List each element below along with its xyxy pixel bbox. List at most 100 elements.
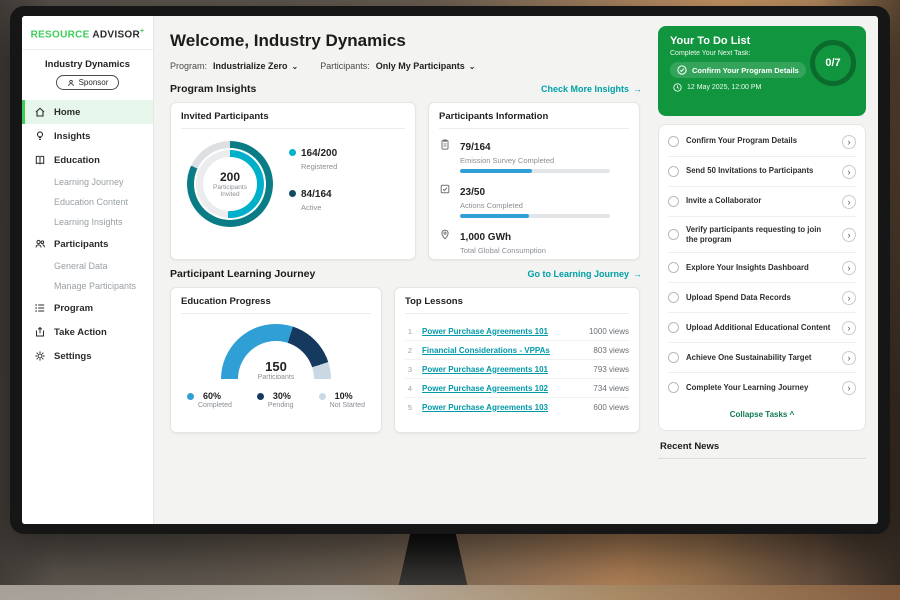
- lightbulb-icon: [34, 130, 46, 142]
- participants-filter-label: Participants:: [320, 61, 370, 71]
- task-checkbox[interactable]: [668, 292, 679, 304]
- todo-next-task[interactable]: Confirm Your Program Details: [670, 62, 806, 78]
- invited-participants-card: Invited Participants 200 Participants In…: [170, 102, 416, 260]
- lesson-link[interactable]: Power Purchase Agreements 102: [422, 383, 548, 393]
- sidebar-item-take-action[interactable]: Take Action: [22, 320, 153, 344]
- sidebar-item-education-content[interactable]: Education Content: [54, 197, 129, 208]
- lesson-row: 3 Power Purchase Agreements 101 793 view…: [405, 360, 629, 379]
- sidebar-item-general-data[interactable]: General Data: [54, 261, 108, 272]
- sidebar-item-education[interactable]: Education: [22, 148, 153, 172]
- legend-dot: [318, 392, 326, 400]
- recent-news-heading: Recent News: [658, 441, 866, 460]
- app-logo: RESOURCE ADVISOR+: [22, 28, 153, 51]
- legend-value: 84/164: [301, 189, 332, 200]
- task-label: Explore Your Insights Dashboard: [686, 262, 809, 272]
- sidebar-item-label: Education: [54, 154, 100, 166]
- logo-text-advisor: ADVISOR: [92, 29, 141, 41]
- lesson-rank: 4: [407, 383, 413, 393]
- invited-participants-donut: 200 Participants Invited: [187, 141, 273, 227]
- clock-icon: [673, 83, 682, 92]
- donut-center: 200 Participants Invited: [203, 157, 257, 211]
- todo-task[interactable]: Send 50 Invitations to Participants ›: [668, 157, 856, 187]
- task-checkbox[interactable]: [668, 322, 679, 334]
- monitor-stand: [398, 532, 468, 588]
- sidebar-item-label: Take Action: [54, 326, 107, 338]
- task-checkbox[interactable]: [668, 196, 679, 207]
- chevron-down-icon: ⌄: [468, 61, 476, 71]
- chevron-right-icon[interactable]: ›: [842, 227, 856, 242]
- legend-label: Registered: [301, 162, 338, 171]
- todo-task[interactable]: Upload Additional Educational Content ›: [668, 313, 856, 344]
- lesson-views: 734 views: [593, 383, 629, 393]
- sidebar: RESOURCE ADVISOR+ Industry Dynamics Spon…: [22, 16, 154, 524]
- task-label: Upload Additional Educational Content: [686, 322, 831, 332]
- todo-task[interactable]: Invite a Collaborator ›: [668, 187, 856, 217]
- chevron-right-icon[interactable]: ›: [842, 194, 856, 209]
- chevron-right-icon[interactable]: ›: [842, 320, 856, 335]
- chevron-right-icon[interactable]: ›: [842, 290, 856, 305]
- gauge-value: 150: [265, 359, 287, 374]
- progress-fill: [460, 214, 529, 218]
- todo-task[interactable]: Upload Spend Data Records ›: [668, 283, 856, 314]
- legend-value: 30%: [272, 391, 291, 401]
- task-label: Complete Your Learning Journey: [686, 382, 809, 392]
- education-progress-gauge: 150 Participants: [221, 324, 331, 379]
- sidebar-item-settings[interactable]: Settings: [22, 344, 153, 368]
- chevron-right-icon[interactable]: ›: [842, 350, 856, 365]
- legend-item-completed: 60% Completed: [187, 391, 232, 409]
- todo-progress-count: 0/7: [825, 57, 841, 69]
- legend-dot: [187, 392, 194, 400]
- task-checkbox[interactable]: [668, 229, 679, 241]
- legend-label: Completed: [198, 402, 232, 409]
- section-title-learning-journey: Participant Learning Journey: [170, 268, 316, 280]
- stat-value: 23/50: [460, 187, 486, 198]
- program-dropdown[interactable]: Industrialize Zero ⌄: [213, 61, 298, 71]
- todo-task[interactable]: Explore Your Insights Dashboard ›: [668, 253, 856, 284]
- todo-task[interactable]: Verify participants requesting to join t…: [668, 217, 856, 254]
- gauge-legend: 60% Completed 30% Pending 10% Not Starte…: [181, 379, 371, 409]
- sidebar-item-learning-insights[interactable]: Learning Insights: [54, 217, 123, 228]
- sidebar-item-manage-participants[interactable]: Manage Participants: [54, 281, 137, 292]
- legend-item-active: 84/164 Active: [289, 184, 337, 212]
- program-filter-label: Program:: [170, 61, 208, 71]
- lesson-link[interactable]: Power Purchase Agreements 101: [422, 364, 548, 374]
- chevron-right-icon[interactable]: ›: [842, 164, 856, 179]
- task-checkbox[interactable]: [668, 382, 679, 394]
- sidebar-item-home[interactable]: Home: [22, 100, 153, 125]
- sidebar-item-program[interactable]: Program: [22, 296, 153, 320]
- task-label: Confirm Your Program Details: [686, 136, 798, 146]
- participants-dropdown[interactable]: Only My Participants ⌄: [376, 61, 476, 71]
- gauge-center: 150 Participants: [221, 359, 331, 379]
- check-more-insights-link[interactable]: Check More Insights →: [541, 84, 642, 94]
- card-title: Education Progress: [181, 296, 371, 314]
- participants-information-card: Participants Information 79/164 Emission…: [428, 102, 640, 260]
- sidebar-item-learning-journey[interactable]: Learning Journey: [54, 177, 124, 188]
- chevron-right-icon[interactable]: ›: [842, 260, 856, 275]
- lesson-link[interactable]: Power Purchase Agreements 101: [422, 326, 548, 336]
- task-checkbox[interactable]: [668, 262, 679, 274]
- go-to-learning-journey-link[interactable]: Go to Learning Journey →: [527, 269, 642, 279]
- todo-list-card: Confirm Your Program Details › Send 50 I…: [658, 124, 866, 432]
- app-window: RESOURCE ADVISOR+ Industry Dynamics Spon…: [22, 16, 878, 524]
- lesson-link[interactable]: Power Purchase Agreements 103: [422, 402, 548, 412]
- sidebar-item-insights[interactable]: Insights: [22, 124, 153, 148]
- todo-task[interactable]: Confirm Your Program Details ›: [668, 127, 856, 157]
- chevron-right-icon[interactable]: ›: [842, 380, 856, 395]
- lesson-link[interactable]: Financial Considerations - VPPAs: [422, 345, 550, 355]
- todo-progress-ring: 0/7: [810, 40, 856, 86]
- sidebar-item-participants[interactable]: Participants: [22, 232, 153, 256]
- chevron-right-icon[interactable]: ›: [842, 134, 856, 149]
- donut-legend: 164/200 Registered 84/164 Active: [289, 143, 337, 225]
- task-checkbox[interactable]: [668, 136, 679, 147]
- task-checkbox[interactable]: [668, 352, 679, 364]
- sidebar-item-label: Program: [54, 302, 94, 314]
- task-checkbox[interactable]: [668, 166, 679, 177]
- collapse-tasks-link[interactable]: Collapse Tasks ^: [668, 402, 856, 428]
- lesson-rank: 1: [407, 326, 413, 336]
- todo-task[interactable]: Complete Your Learning Journey ›: [668, 373, 856, 402]
- gear-icon: [34, 350, 46, 362]
- todo-task[interactable]: Achieve One Sustainability Target ›: [668, 343, 856, 374]
- legend-dot: [289, 190, 296, 197]
- arrow-right-icon: →: [633, 269, 642, 279]
- pin-icon: [439, 227, 452, 259]
